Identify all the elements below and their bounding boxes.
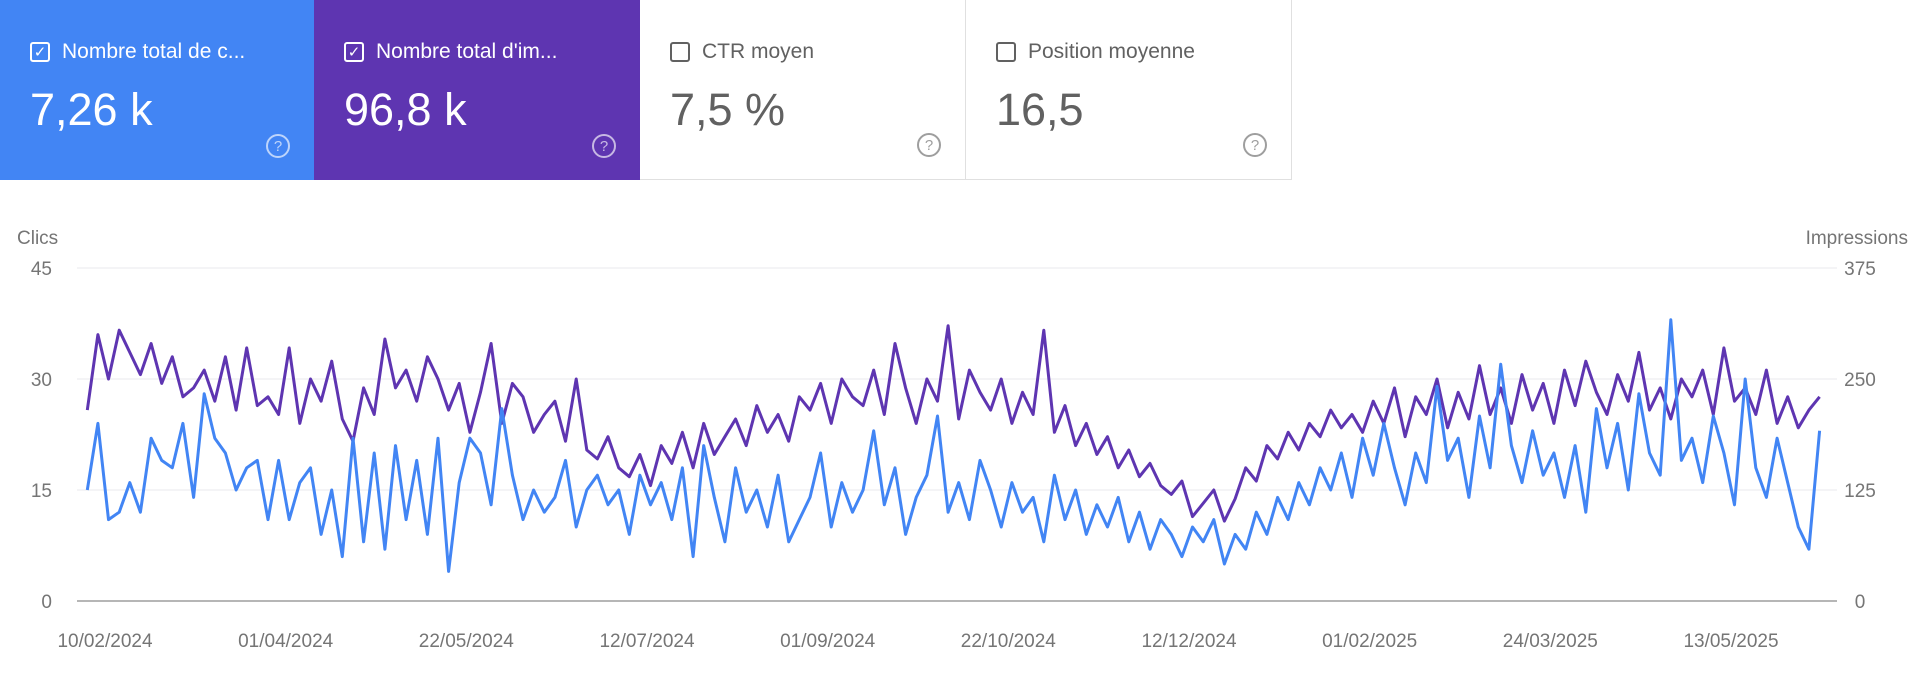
help-icon[interactable]: ? [266,134,290,158]
metric-value: 96,8 k [344,84,467,135]
right-axis-label: Impressions [1806,228,1908,249]
metric-value: 16,5 [996,84,1084,135]
right-tick-label: 250 [1844,370,1876,391]
metric-label: CTR moyen [702,40,815,63]
metric-label: Nombre total d'im... [376,40,558,63]
help-icon[interactable]: ? [917,133,941,157]
x-tick-label: 10/02/2024 [57,631,153,652]
left-axis-label: Clics [17,228,58,249]
metric-value: 7,26 k [30,84,153,135]
x-tick-label: 01/04/2024 [238,631,334,652]
right-tick-label: 125 [1844,481,1876,502]
checkbox-checked-icon[interactable]: ✓ [344,42,364,62]
metric-label: Nombre total de c... [62,40,246,63]
checkbox-checked-icon[interactable]: ✓ [30,42,50,62]
x-tick-label: 01/02/2025 [1322,631,1417,652]
right-tick-label: 375 [1844,259,1876,280]
x-tick-label: 24/03/2025 [1503,631,1598,652]
x-tick-label: 22/05/2024 [419,631,515,652]
checkbox-unchecked-icon[interactable] [996,42,1016,62]
metric-card-total-clicks[interactable]: ✓ Nombre total de c... 7,26 k ? [0,0,314,180]
help-icon[interactable]: ? [592,134,616,158]
clicks-series-line [85,318,1822,573]
x-tick-label: 22/10/2024 [961,631,1057,652]
left-tick-label: 30 [31,370,52,391]
help-icon[interactable]: ? [1243,133,1267,157]
metric-label: Position moyenne [1028,40,1195,63]
metric-card-average-ctr[interactable]: CTR moyen 7,5 % ? [640,0,966,180]
impressions-series-line [85,324,1821,523]
x-tick-label: 13/05/2025 [1683,631,1778,652]
right-tick-label: 0 [1855,592,1866,613]
left-tick-label: 15 [31,481,52,502]
metric-card-total-impressions[interactable]: ✓ Nombre total d'im... 96,8 k ? [314,0,640,180]
checkbox-unchecked-icon[interactable] [670,42,690,62]
x-tick-label: 01/09/2024 [780,631,876,652]
metric-value: 7,5 % [670,84,786,135]
x-tick-label: 12/07/2024 [599,631,695,652]
left-tick-label: 45 [31,259,52,280]
x-tick-label: 12/12/2024 [1141,631,1237,652]
metric-card-average-position[interactable]: Position moyenne 16,5 ? [966,0,1292,180]
left-tick-label: 0 [41,592,52,613]
